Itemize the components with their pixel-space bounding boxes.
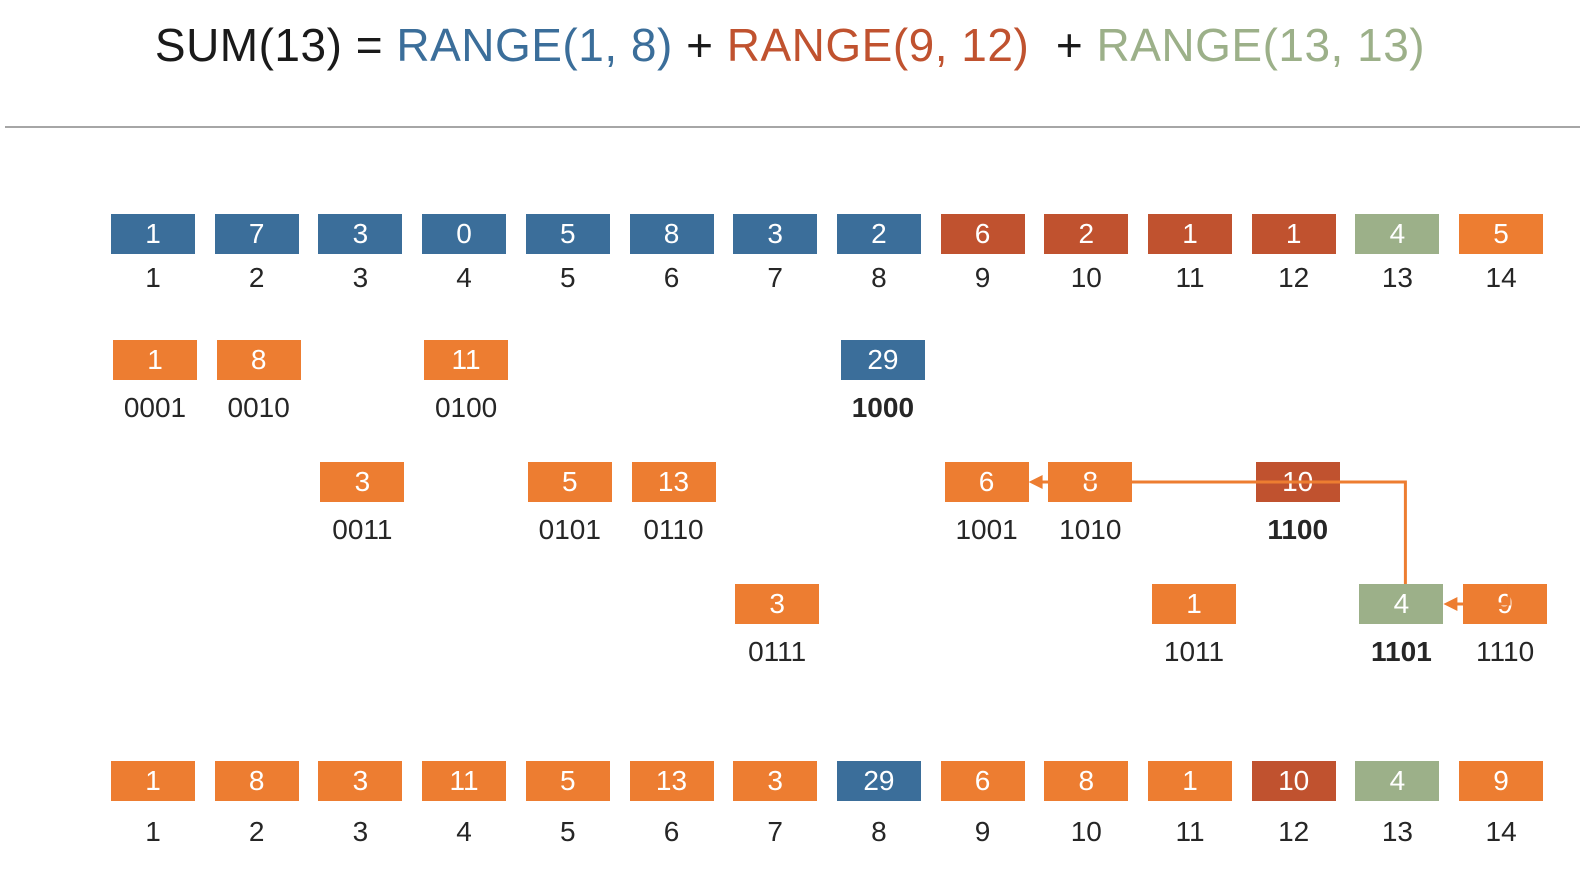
- tree-node-box: 3: [320, 462, 405, 502]
- tree-node-binary-label: 1100: [1267, 514, 1329, 545]
- input-cell: 1: [1148, 214, 1232, 254]
- tree-node-binary-label: 1000: [851, 392, 915, 423]
- tree-node-binary-label: 0010: [227, 392, 290, 423]
- input-cell: 7: [214, 214, 299, 254]
- formula-range-1: RANGE(1, 8): [396, 19, 673, 71]
- tree-node-box: 6: [944, 462, 1029, 502]
- input-index-label: 5: [560, 262, 576, 293]
- input-cell: 1: [111, 214, 195, 254]
- fenwick-cell: 11: [422, 761, 507, 801]
- input-index-label: 8: [871, 262, 887, 293]
- fenwick-index-label: 9: [974, 816, 991, 847]
- fenwick-index-label: 14: [1485, 816, 1517, 847]
- fenwick-index-label: 11: [1175, 816, 1205, 847]
- tree-node-binary-label: 1110: [1476, 636, 1535, 667]
- tree-node-box: 1: [113, 340, 197, 380]
- formula-title: SUM(13) = RANGE(1, 8) + RANGE(9, 12) + R…: [0, 18, 1580, 72]
- tree-node-binary-label: 0111: [748, 636, 807, 667]
- tree-node-box: 1: [1152, 584, 1236, 624]
- input-index-label: 2: [248, 262, 265, 293]
- tree-node-box: 11: [424, 340, 509, 380]
- tree-node-binary-label: 1001: [955, 514, 1018, 545]
- fenwick-index-label: 8: [871, 816, 887, 847]
- input-index-label: 3: [352, 262, 369, 293]
- tree-node-box: 4: [1359, 584, 1444, 624]
- fenwick-cell: 3: [318, 761, 403, 801]
- fenwick-cell: 3: [733, 761, 818, 801]
- input-cell: 4: [1355, 214, 1440, 254]
- fenwick-cell: 9: [1459, 761, 1544, 801]
- tree-node-binary-label: 1011: [1163, 636, 1225, 667]
- divider-line: [5, 126, 1580, 128]
- input-index-label: 4: [456, 262, 472, 293]
- formula-prefix: SUM(13) =: [154, 19, 397, 71]
- input-cell: 3: [318, 214, 403, 254]
- input-index-label: 12: [1278, 262, 1310, 293]
- fenwick-cell: 5: [525, 761, 610, 801]
- fenwick-cell: 8: [1044, 761, 1129, 801]
- input-index-label: 6: [663, 262, 680, 293]
- fenwick-index-label: 3: [352, 816, 369, 847]
- tree-node-box: 3: [735, 584, 820, 624]
- fenwick-cell: 4: [1355, 761, 1440, 801]
- tree-node-binary-label: 0001: [123, 392, 187, 423]
- fenwick-index-label: 13: [1381, 816, 1413, 847]
- tree-node-binary-label: 0100: [434, 392, 498, 423]
- tree-node-binary-label: 0011: [332, 514, 393, 545]
- input-cell: 8: [629, 214, 714, 254]
- fenwick-cell: 1: [111, 761, 195, 801]
- input-cell: 3: [733, 214, 818, 254]
- input-index-label: 9: [974, 262, 991, 293]
- fenwick-index-label: 6: [663, 816, 680, 847]
- formula-plus-2: +: [1029, 19, 1097, 71]
- input-cell: 2: [1044, 214, 1129, 254]
- fenwick-index-label: 7: [767, 816, 783, 847]
- input-index-label: 13: [1381, 262, 1413, 293]
- tree-node-box: 13: [631, 462, 716, 502]
- fenwick-cell: 8: [214, 761, 299, 801]
- fenwick-cell: 1: [1148, 761, 1232, 801]
- arrow-head: [1443, 597, 1458, 611]
- fenwick-cell: 6: [940, 761, 1025, 801]
- fenwick-cell: 10: [1251, 761, 1336, 801]
- fenwick-cell: 13: [629, 761, 714, 801]
- fenwick-index-label: 4: [456, 816, 472, 847]
- input-index-label: 1: [145, 262, 161, 293]
- tree-node-box: 8: [216, 340, 301, 380]
- tree-node-binary-label: 0110: [643, 514, 704, 545]
- input-cell: 0: [422, 214, 507, 254]
- tree-node-box: 29: [840, 340, 925, 380]
- arrow-head: [1028, 475, 1043, 489]
- tree-node-binary-label: 0101: [538, 514, 601, 545]
- input-index-label: 10: [1070, 262, 1102, 293]
- fenwick-index-label: 2: [248, 816, 265, 847]
- fenwick-index-label: 5: [560, 816, 576, 847]
- tree-node-binary-label: 1010: [1059, 514, 1122, 545]
- fenwick-index-label: 1: [145, 816, 161, 847]
- formula-range-2: RANGE(9, 12): [726, 19, 1030, 71]
- input-cell: 6: [940, 214, 1025, 254]
- formula-plus-1: +: [672, 19, 727, 71]
- formula-range-3: RANGE(13, 13): [1096, 19, 1426, 71]
- input-index-label: 14: [1485, 262, 1517, 293]
- tree-node-binary-label: 1101: [1371, 636, 1432, 667]
- input-cell: 1: [1251, 214, 1336, 254]
- input-index-label: 7: [767, 262, 783, 293]
- tree-node-box: 5: [527, 462, 612, 502]
- fenwick-index-label: 12: [1278, 816, 1310, 847]
- input-cell: 2: [836, 214, 921, 254]
- input-cell: 5: [525, 214, 610, 254]
- arrow-line: [1455, 584, 1511, 606]
- arrow-line: [1040, 480, 1407, 584]
- fenwick-cell: 29: [836, 761, 921, 801]
- input-cell: 5: [1459, 214, 1544, 254]
- input-index-label: 11: [1175, 262, 1205, 293]
- fenwick-index-label: 10: [1070, 816, 1102, 847]
